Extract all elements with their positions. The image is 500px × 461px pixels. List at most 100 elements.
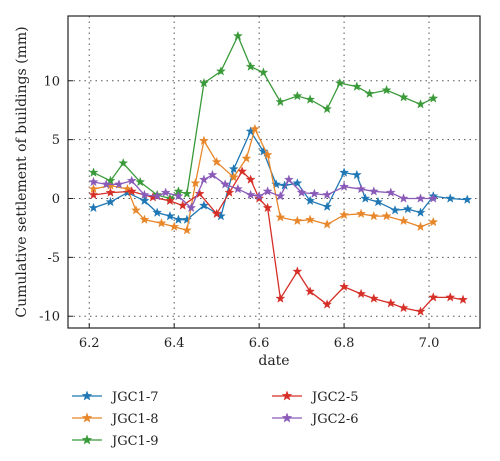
data-point-jgc1-7 — [88, 202, 99, 213]
data-point-jgc1-8 — [292, 215, 303, 226]
legend-label-jgc2-6: JGC2-6 — [310, 412, 358, 427]
series-line-jgc2-6 — [93, 174, 434, 209]
data-point-jgc1-9 — [275, 96, 286, 107]
x-tick-label: 6.2 — [79, 336, 100, 351]
data-point-jgc1-7 — [181, 214, 192, 224]
y-tick-label: 5 — [52, 133, 60, 148]
data-point-jgc1-9 — [364, 88, 375, 98]
legend-item-jgc1-7: JGC1-7 — [72, 390, 158, 405]
data-point-jgc1-8 — [262, 149, 273, 160]
data-point-jgc2-6 — [232, 183, 243, 194]
data-point-jgc1-7 — [445, 193, 456, 203]
data-point-jgc2-6 — [207, 169, 218, 180]
data-point-jgc1-9 — [135, 176, 146, 187]
data-point-jgc1-8 — [139, 214, 150, 224]
legend-marker-jgc1-9 — [81, 434, 93, 445]
data-point-jgc1-8 — [156, 218, 167, 228]
data-point-jgc2-6 — [126, 175, 137, 186]
series-line-jgc1-7 — [93, 130, 468, 221]
data-point-jgc1-8 — [241, 153, 252, 163]
data-point-jgc1-8 — [381, 210, 392, 221]
data-point-jgc1-8 — [228, 172, 239, 182]
axis-ticks: 6.2 6.4 6.6 6.8 7.0 -10 -5 0 5 10 — [39, 74, 439, 351]
data-series — [88, 30, 473, 316]
data-point-jgc1-9 — [181, 188, 192, 198]
data-point-jgc1-7 — [258, 146, 269, 156]
data-point-jgc1-9 — [88, 167, 99, 177]
data-point-jgc2-6 — [415, 193, 426, 203]
data-point-jgc1-8 — [198, 135, 209, 145]
legend-label-jgc1-7: JGC1-7 — [110, 390, 158, 405]
data-point-jgc1-8 — [169, 221, 180, 231]
data-point-jgc2-5 — [126, 186, 137, 196]
data-point-jgc2-6 — [139, 189, 150, 200]
series-jgc1-8 — [88, 123, 439, 235]
data-point-jgc2-5 — [245, 174, 256, 184]
data-point-jgc2-6 — [101, 179, 112, 189]
data-point-jgc1-7 — [105, 196, 116, 207]
data-point-jgc1-7 — [462, 194, 473, 204]
data-point-jgc1-9 — [398, 92, 409, 102]
legend-label-jgc1-9: JGC1-9 — [110, 434, 158, 449]
data-point-jgc2-6 — [254, 190, 265, 201]
series-jgc2-6 — [88, 169, 439, 213]
legend-item-jgc2-5: JGC2-5 — [272, 390, 358, 405]
data-point-jgc2-6 — [283, 174, 294, 184]
data-point-jgc1-7 — [402, 203, 413, 214]
legend-marker-jgc2-6 — [281, 412, 293, 423]
data-point-jgc1-7 — [173, 214, 184, 224]
legend-item-jgc1-9: JGC1-9 — [72, 434, 158, 449]
data-point-jgc2-6 — [356, 183, 367, 194]
data-point-jgc2-5 — [415, 306, 426, 316]
data-point-jgc1-7 — [373, 196, 383, 207]
data-point-jgc1-9 — [381, 84, 392, 95]
data-point-jgc2-5 — [88, 189, 99, 200]
data-point-jgc2-6 — [198, 174, 209, 184]
data-point-jgc1-8 — [190, 177, 201, 188]
data-point-jgc1-7 — [415, 207, 426, 217]
data-point-jgc1-9 — [258, 67, 269, 77]
data-point-jgc2-6 — [398, 193, 409, 203]
plot-frame — [67, 15, 481, 329]
data-point-jgc2-6 — [152, 190, 163, 201]
data-point-jgc2-6 — [339, 181, 350, 191]
data-point-jgc1-9 — [428, 93, 439, 103]
y-tick-label: -10 — [39, 310, 60, 325]
data-point-jgc1-7 — [390, 205, 400, 215]
legend-marker-jgc1-7 — [81, 390, 93, 401]
data-point-jgc2-5 — [445, 292, 456, 302]
data-point-jgc2-5 — [458, 294, 468, 304]
data-point-jgc2-6 — [88, 176, 99, 187]
data-point-jgc2-5 — [275, 293, 286, 303]
legend-label-jgc1-8: JGC1-8 — [110, 412, 158, 427]
data-point-jgc1-8 — [275, 212, 286, 222]
data-point-jgc1-7 — [339, 167, 350, 177]
data-point-jgc2-5 — [237, 166, 248, 176]
data-point-jgc1-8 — [339, 209, 350, 220]
y-tick-label: -5 — [47, 251, 60, 266]
data-point-jgc1-9 — [292, 90, 303, 101]
x-tick-label: 6.6 — [249, 336, 270, 351]
data-point-jgc1-7 — [305, 195, 316, 206]
data-point-jgc1-9 — [198, 77, 209, 88]
data-point-jgc1-9 — [334, 77, 345, 88]
data-point-jgc2-5 — [165, 195, 175, 206]
data-point-jgc1-8 — [428, 216, 439, 227]
data-point-jgc1-9 — [305, 94, 316, 104]
data-point-jgc2-5 — [177, 200, 188, 210]
data-point-jgc2-6 — [160, 187, 171, 197]
data-point-jgc2-5 — [262, 202, 273, 213]
data-point-jgc1-8 — [181, 225, 192, 235]
data-point-jgc2-6 — [309, 188, 320, 198]
data-point-jgc2-6 — [385, 187, 396, 197]
data-point-jgc1-7 — [198, 200, 209, 210]
data-point-jgc1-9 — [215, 66, 226, 76]
legend-item-jgc2-6: JGC2-6 — [272, 412, 358, 427]
data-point-jgc2-5 — [385, 298, 396, 308]
data-point-jgc1-8 — [131, 205, 141, 215]
data-point-jgc2-6 — [322, 189, 333, 200]
legend: JGC1-7 JGC1-8 JGC1-9 JGC2-5 JGC2-6 — [72, 390, 358, 449]
legend-marker-jgc2-5 — [281, 390, 293, 401]
data-point-jgc1-8 — [305, 214, 316, 224]
data-point-jgc1-7 — [322, 201, 333, 211]
